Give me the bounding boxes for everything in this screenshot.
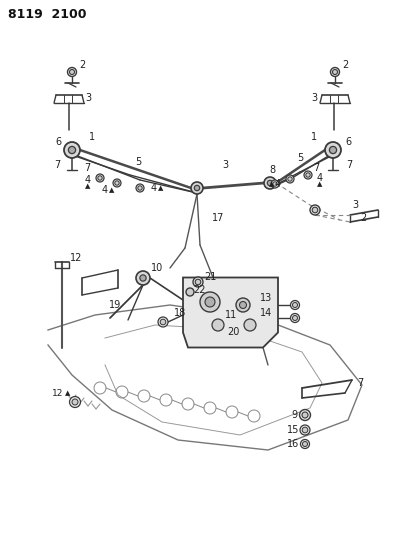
Text: 18: 18 [173, 308, 186, 318]
Text: 6: 6 [55, 137, 61, 147]
Circle shape [292, 316, 297, 320]
Polygon shape [182, 278, 277, 348]
Circle shape [299, 425, 309, 435]
Circle shape [136, 184, 144, 192]
Circle shape [299, 409, 310, 421]
Text: 6: 6 [344, 137, 350, 147]
Text: 10: 10 [151, 263, 163, 273]
Circle shape [193, 277, 202, 287]
Circle shape [204, 297, 214, 307]
Text: 7: 7 [84, 163, 90, 173]
Circle shape [191, 182, 202, 194]
Circle shape [200, 292, 220, 312]
Text: 7: 7 [312, 163, 318, 173]
Text: 3: 3 [85, 93, 91, 103]
Text: 4: 4 [316, 173, 322, 183]
Text: 4: 4 [102, 185, 108, 195]
Circle shape [301, 427, 307, 433]
Text: 22: 22 [193, 285, 206, 295]
Text: 2: 2 [359, 213, 365, 223]
Text: 5: 5 [296, 153, 302, 163]
Circle shape [136, 271, 150, 285]
Circle shape [239, 302, 246, 309]
Text: 7: 7 [54, 160, 60, 170]
Text: 2: 2 [79, 60, 85, 70]
Text: 4: 4 [151, 183, 157, 193]
Text: ▲: ▲ [65, 390, 70, 396]
Text: 8119  2100: 8119 2100 [8, 7, 86, 20]
Circle shape [324, 142, 340, 158]
Circle shape [267, 180, 272, 185]
Text: 15: 15 [286, 425, 299, 435]
Text: 3: 3 [351, 200, 357, 210]
Text: 12: 12 [52, 389, 63, 398]
Circle shape [195, 279, 200, 285]
Circle shape [305, 173, 310, 177]
Text: 9: 9 [290, 410, 297, 420]
Text: 4: 4 [85, 175, 91, 185]
Text: ▲: ▲ [317, 181, 322, 187]
Text: 12: 12 [70, 253, 82, 263]
Circle shape [96, 174, 104, 182]
Text: ▲: ▲ [85, 183, 90, 189]
Circle shape [330, 68, 339, 77]
Circle shape [186, 288, 193, 296]
Text: 4: 4 [274, 179, 281, 189]
Circle shape [236, 298, 249, 312]
Text: 2: 2 [341, 60, 347, 70]
Circle shape [67, 68, 76, 77]
Circle shape [302, 441, 307, 447]
Text: ▲: ▲ [109, 187, 115, 193]
Circle shape [211, 319, 223, 331]
Text: 17: 17 [211, 213, 224, 223]
Circle shape [300, 440, 309, 448]
Text: 11: 11 [224, 310, 236, 320]
Circle shape [272, 182, 276, 186]
Circle shape [72, 399, 78, 405]
Circle shape [332, 69, 337, 75]
Text: 7: 7 [356, 378, 362, 388]
Text: 5: 5 [135, 157, 141, 167]
Circle shape [98, 176, 102, 180]
Text: 3: 3 [310, 93, 316, 103]
Circle shape [68, 147, 75, 154]
Circle shape [64, 142, 80, 158]
Circle shape [113, 179, 121, 187]
Circle shape [290, 301, 299, 310]
Circle shape [157, 317, 168, 327]
Circle shape [311, 207, 317, 213]
Text: 1: 1 [310, 132, 316, 142]
Text: 21: 21 [203, 272, 216, 282]
Circle shape [303, 171, 311, 179]
Circle shape [160, 319, 165, 325]
Circle shape [292, 303, 297, 308]
Circle shape [243, 319, 255, 331]
Circle shape [270, 180, 278, 188]
Circle shape [194, 185, 199, 191]
Text: 20: 20 [226, 327, 238, 337]
Text: 8: 8 [268, 165, 274, 175]
Text: 16: 16 [286, 439, 299, 449]
Circle shape [263, 177, 275, 189]
Text: ▲: ▲ [269, 181, 274, 187]
Circle shape [290, 313, 299, 322]
Text: 3: 3 [221, 160, 227, 170]
Text: ▲: ▲ [158, 185, 163, 191]
Circle shape [139, 275, 146, 281]
Circle shape [70, 69, 74, 75]
Text: 14: 14 [259, 308, 272, 318]
Circle shape [70, 397, 80, 408]
Circle shape [115, 181, 119, 185]
Circle shape [287, 177, 292, 181]
Circle shape [137, 186, 142, 190]
Circle shape [301, 412, 307, 418]
Text: 1: 1 [89, 132, 95, 142]
Text: 7: 7 [345, 160, 351, 170]
Circle shape [328, 147, 336, 154]
Text: 19: 19 [109, 300, 121, 310]
Circle shape [285, 175, 293, 183]
Circle shape [309, 205, 319, 215]
Text: 13: 13 [259, 293, 272, 303]
